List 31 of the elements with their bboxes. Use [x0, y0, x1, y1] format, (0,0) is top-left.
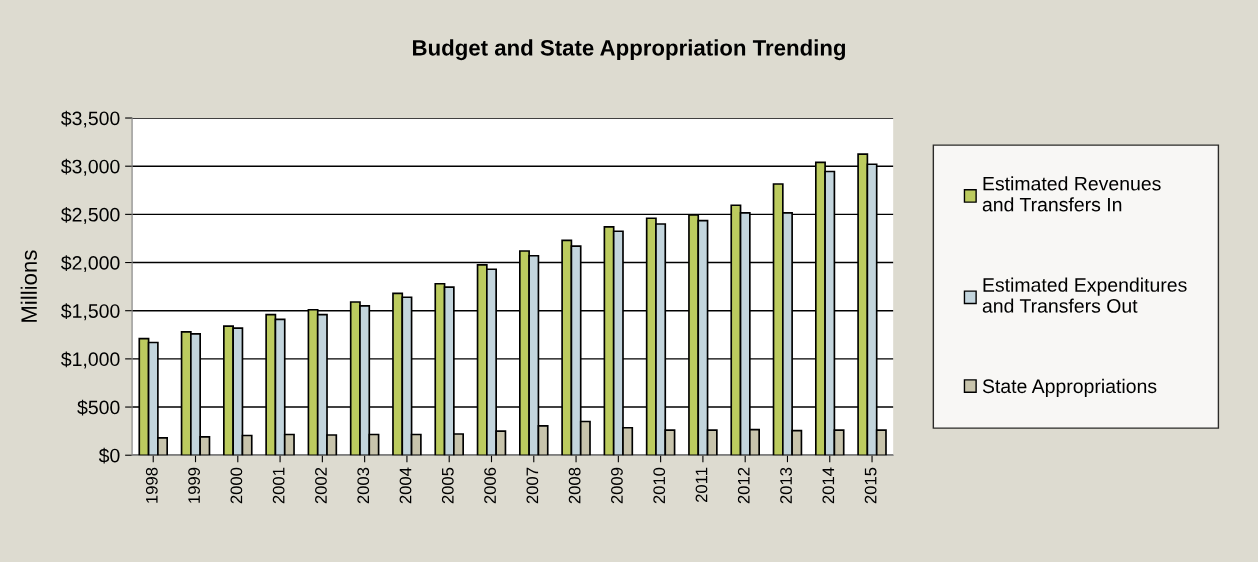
x-tick-label: 2001 — [272, 467, 285, 504]
y-tick-label: $1,500 — [61, 303, 120, 321]
y-tick-label: $2,500 — [61, 207, 120, 224]
x-tick-label: 2013 — [780, 467, 792, 504]
x-tick-label: 2005 — [441, 467, 454, 504]
x-tick-label: 2007 — [526, 467, 539, 504]
y-tick-label: $500 — [77, 399, 120, 416]
y-tick-label: $3,000 — [61, 158, 120, 176]
x-tick-label: 1998 — [145, 467, 158, 503]
x-tick-label: 2011 — [695, 467, 708, 503]
legend-label: State Appropriations — [982, 378, 1157, 397]
x-tick-label: 2012 — [737, 467, 750, 504]
x-tick-label: 2003 — [357, 467, 370, 504]
x-tick-label: 2008 — [568, 467, 581, 504]
x-tick-label: 2004 — [399, 467, 412, 504]
y-axis-title: Millions — [20, 250, 37, 322]
legend-label: Estimated Revenues and Transfers In — [982, 176, 1161, 212]
legend-label: Estimated Expenditures and Transfers Out — [982, 277, 1187, 313]
x-tick-label: 2009 — [611, 467, 623, 504]
y-tick-label: $1,000 — [61, 351, 120, 369]
x-tick-label: 2000 — [230, 467, 243, 504]
x-tick-label: 2015 — [864, 467, 877, 504]
x-tick-label: 2002 — [315, 467, 327, 504]
x-tick-label: 2006 — [484, 467, 496, 504]
chart-title: Budget and State Appropriation Trending — [413, 39, 846, 61]
y-tick-label: $0 — [98, 447, 120, 464]
y-tick-label: $2,000 — [61, 255, 120, 273]
x-tick-label: 2010 — [653, 467, 666, 504]
x-tick-label: 2014 — [822, 467, 835, 504]
x-tick-label: 1999 — [188, 467, 200, 503]
y-tick-label: $3,500 — [61, 110, 120, 128]
